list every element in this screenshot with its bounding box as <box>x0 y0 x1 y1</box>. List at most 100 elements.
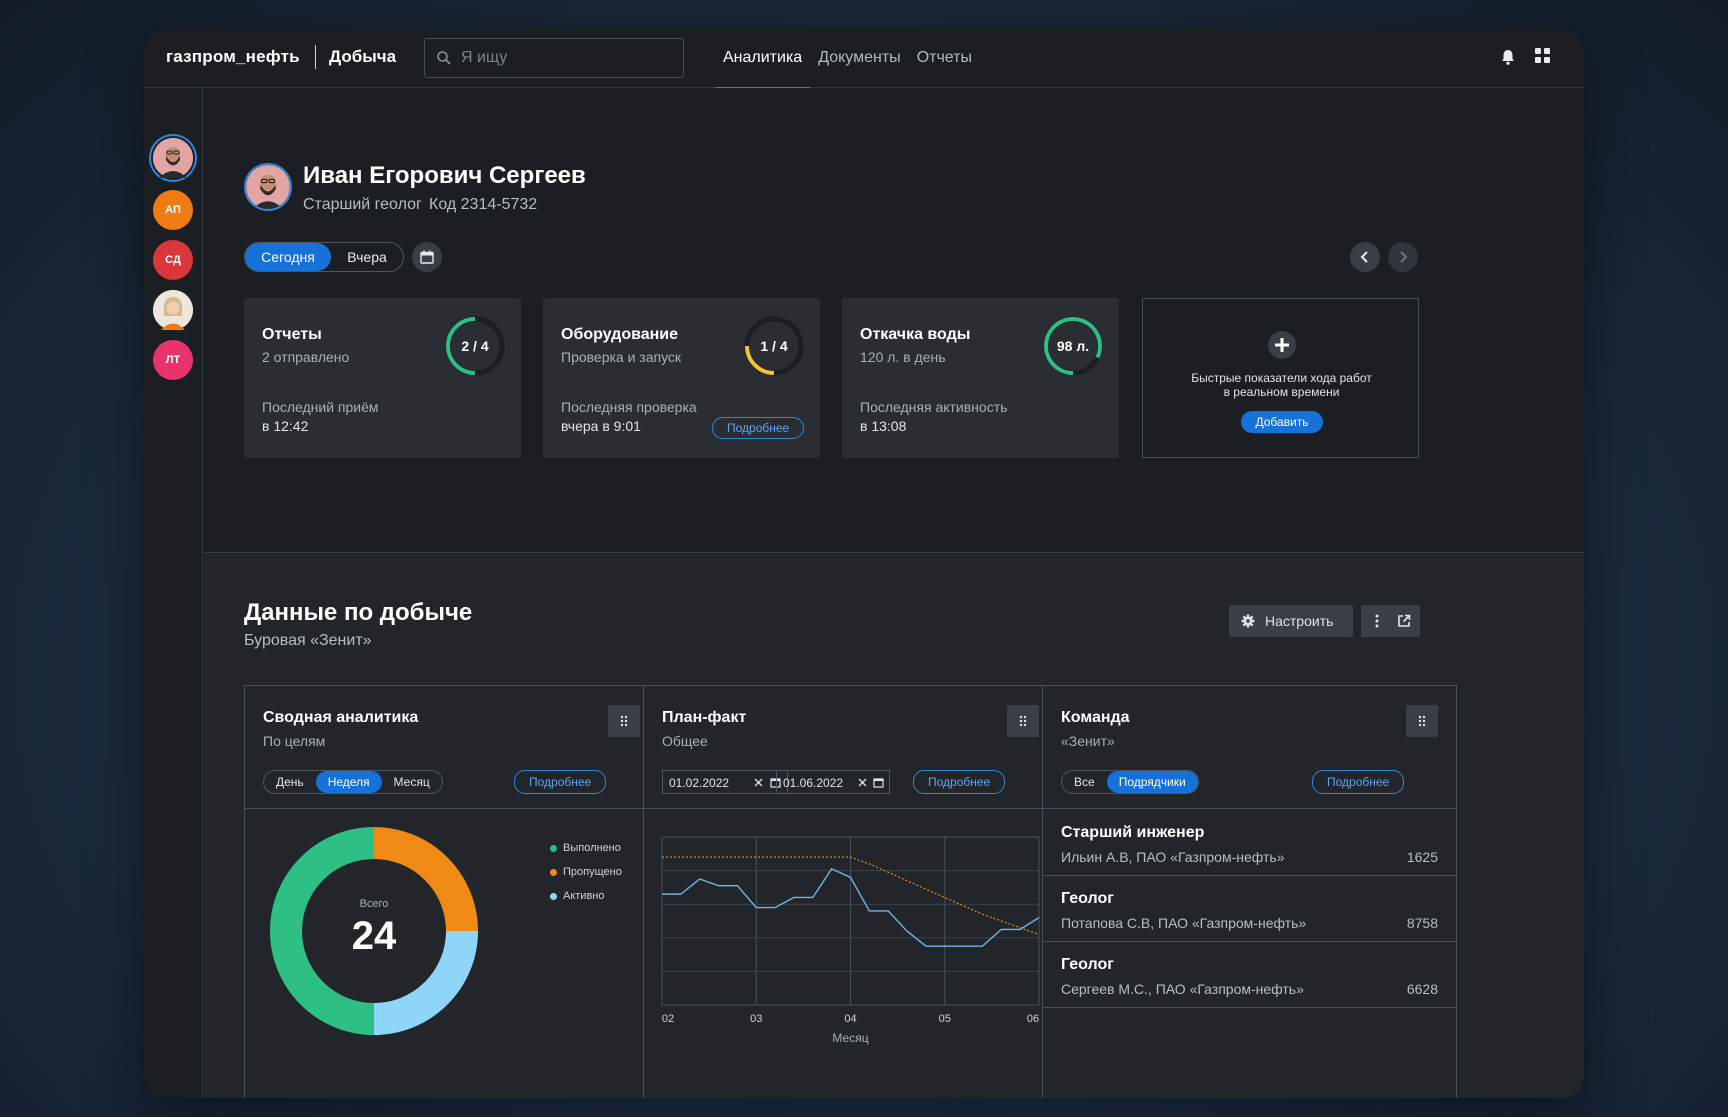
brand-logo[interactable]: газпром_нефть <box>166 47 300 66</box>
legend-swatch <box>550 844 557 852</box>
ring-progress <box>446 317 476 375</box>
member-name: Сергеев М.С., ПАО «Газпром-нефть» <box>1061 981 1304 997</box>
toggle-yesterday[interactable]: Вчера <box>347 249 387 265</box>
donut-center-value: 24 <box>352 914 397 958</box>
x-axis-label: Месяц <box>832 1031 868 1045</box>
period-month[interactable]: Месяц <box>393 775 430 789</box>
details-button[interactable]: Подробнее <box>514 770 607 794</box>
panel-subtitle: По целям <box>263 733 326 749</box>
sidebar-avatar-sd[interactable]: СД <box>153 240 193 280</box>
profile-name: Иван Егорович Сергеев <box>303 162 586 189</box>
profile-role: Старший геолог <box>303 196 422 213</box>
panel-subtitle: «Зенит» <box>1061 733 1115 749</box>
clear-icon[interactable] <box>858 778 867 787</box>
x-tick-label: 04 <box>844 1013 856 1025</box>
search-icon <box>437 51 451 65</box>
period-day[interactable]: День <box>276 775 304 789</box>
team-member-row[interactable]: Геолог Потапова С.В, ПАО «Газпром-нефть»… <box>1043 876 1456 942</box>
drag-handle-button[interactable] <box>1406 705 1438 737</box>
date-to-field[interactable]: 01.06.2022 <box>776 770 890 794</box>
member-id: 8758 <box>1406 915 1438 931</box>
legend-swatch <box>550 892 557 900</box>
more-options-button[interactable] <box>1361 605 1393 637</box>
member-name: Ильин А.В, ПАО «Газпром-нефть» <box>1061 849 1285 865</box>
search-box[interactable] <box>424 38 684 78</box>
filter-contractors[interactable]: Подрядчики <box>1106 771 1198 793</box>
bell-icon[interactable] <box>1500 48 1516 66</box>
kpi-ring-value: 2 / 4 <box>461 338 489 354</box>
profile-avatar[interactable] <box>244 163 292 211</box>
filter-all[interactable]: Все <box>1074 775 1095 789</box>
sidebar: АП СД ЛТ <box>144 88 203 1098</box>
date-from-field[interactable]: 01.02.2022 <box>662 770 788 794</box>
gear-icon <box>1241 614 1255 628</box>
series-line-2 <box>662 856 1040 936</box>
add-widget-button[interactable] <box>1268 331 1296 359</box>
details-button[interactable]: Подробнее <box>1312 770 1405 794</box>
toggle-today[interactable]: Сегодня <box>245 243 331 271</box>
sidebar-avatar-lt[interactable]: ЛТ <box>153 340 193 380</box>
next-button[interactable] <box>1388 242 1418 272</box>
calendar-icon[interactable] <box>873 777 884 788</box>
sidebar-avatar-photo[interactable] <box>153 290 193 330</box>
x-tick-label: 03 <box>750 1013 762 1025</box>
calendar-icon[interactable] <box>770 777 781 788</box>
external-link-icon <box>1398 614 1411 627</box>
brand-section: Добыча <box>329 47 397 66</box>
main-content: Иван Егорович Сергеев Старший геолог Код… <box>204 88 1584 1098</box>
panel-subtitle: Общее <box>662 733 708 749</box>
nav-tab-reports[interactable]: Отчеты <box>916 49 972 66</box>
drag-handle-button[interactable] <box>608 705 640 737</box>
clear-icon[interactable] <box>754 778 763 787</box>
panel-title: Команда <box>1061 709 1130 726</box>
kpi-footer-value: в 12:42 <box>262 418 309 434</box>
panel-header: Команда «Зенит» Все Подрядчики Подробнее <box>1043 686 1456 809</box>
team-filter-toggle: Все Подрядчики <box>1061 770 1199 794</box>
apps-grid-icon[interactable] <box>1535 48 1551 64</box>
kpi-ring-value: 98 л. <box>1056 338 1090 354</box>
donut-center-label: Всего <box>360 898 389 910</box>
x-tick-label: 06 <box>1027 1013 1039 1025</box>
open-external-button[interactable] <box>1388 605 1420 637</box>
donut-slice-1 <box>270 827 375 1035</box>
drag-handle-button[interactable] <box>1007 705 1039 737</box>
summary-analytics-panel: Сводная аналитика По целям День Неделя М… <box>244 685 659 1098</box>
kpi-footer-label: Последняя активность <box>860 399 1008 415</box>
section-subtitle: Буровая «Зенит» <box>244 632 372 649</box>
setup-button[interactable]: Настроить <box>1229 605 1353 637</box>
plan-fact-line-chart: 02 03 04 05 06 Месяц <box>661 836 1040 1045</box>
prev-button[interactable] <box>1350 242 1380 272</box>
details-button[interactable]: Подробнее <box>913 770 1006 794</box>
nav-tab-analytics[interactable]: Аналитика <box>715 28 811 89</box>
drag-handle-icon <box>1019 715 1027 727</box>
sidebar-avatar-ap[interactable]: АП <box>153 190 193 230</box>
donut-slice-2 <box>373 827 478 932</box>
kpi-subtitle: 2 отправлено <box>262 349 350 365</box>
nav-tab-documents[interactable]: Документы <box>818 49 901 66</box>
panel-header: План-факт Общее 01.02.2022 <box>644 686 1057 809</box>
user-portrait-icon <box>246 165 290 209</box>
chevron-left-icon <box>1360 251 1368 263</box>
search-input[interactable] <box>461 47 671 69</box>
member-role: Геолог <box>1061 890 1114 907</box>
kpi-footer-value: вчера в 9:01 <box>561 418 641 434</box>
legend-item: Активно <box>550 884 622 908</box>
kpi-card-equipment: Оборудование Проверка и запуск 1 / 4 Пос… <box>543 298 820 458</box>
kebab-menu-icon <box>1375 614 1379 628</box>
donut-chart: Всего 24 <box>270 827 478 1035</box>
period-week[interactable]: Неделя <box>315 771 382 793</box>
member-id: 6628 <box>1406 981 1438 997</box>
kpi-details-button[interactable]: Подробнее <box>712 417 805 439</box>
period-toggle: День Неделя Месяц <box>263 770 443 794</box>
drag-handle-icon <box>620 715 628 727</box>
sidebar-avatar-current-user[interactable] <box>153 138 193 178</box>
ring-progress <box>1044 317 1102 375</box>
team-member-row[interactable]: Старший инженер Ильин А.В, ПАО «Газпром-… <box>1043 810 1456 876</box>
add-button[interactable]: Добавить <box>1241 411 1323 433</box>
kpi-title: Отчеты <box>262 326 322 343</box>
section-title: Данные по добыче <box>244 599 473 626</box>
plus-icon <box>1275 338 1289 352</box>
team-member-row[interactable]: Геолог Сергеев М.С., ПАО «Газпром-нефть»… <box>1043 942 1456 1008</box>
app-window: газпром_нефть Добыча Аналитика Документы… <box>144 28 1584 1098</box>
calendar-button[interactable] <box>412 242 442 272</box>
